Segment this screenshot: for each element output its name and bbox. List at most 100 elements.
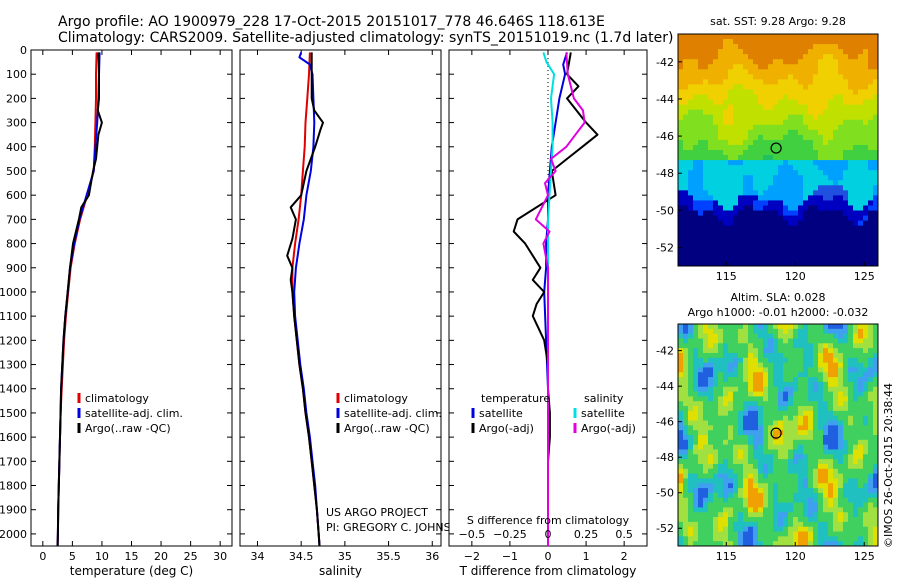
map-cell: [683, 109, 689, 116]
map-cell: [763, 391, 769, 397]
map-cell: [793, 328, 799, 335]
map-cell: [758, 54, 764, 60]
map-cell: [703, 488, 709, 494]
map-cell: [783, 175, 789, 181]
map-cell: [798, 473, 804, 479]
map-cell: [853, 225, 859, 232]
map-cell: [833, 185, 839, 191]
map-cell: [788, 230, 794, 237]
map-cell: [703, 150, 709, 156]
map-cell: [718, 396, 724, 402]
map-cell: [718, 230, 724, 237]
map-cell: [838, 139, 844, 146]
map-cell: [868, 94, 874, 100]
map-cell: [713, 150, 719, 156]
map-cell: [803, 328, 809, 335]
map-cell: [713, 449, 719, 455]
map-cell: [743, 89, 749, 95]
map-cell: [718, 454, 724, 460]
map-cell: [778, 362, 784, 368]
map-cell: [743, 348, 749, 354]
map-cell: [778, 357, 784, 364]
map-cell: [818, 377, 824, 383]
map-cell: [868, 170, 874, 176]
map-cell: [853, 463, 859, 470]
map-cell: [683, 210, 689, 216]
map-cell: [843, 463, 849, 470]
map-cell: [803, 144, 809, 151]
map-cell: [813, 99, 819, 106]
map-cell: [693, 205, 699, 211]
map-cell: [823, 44, 829, 50]
map-cell: [708, 531, 714, 537]
map-cell: [848, 454, 854, 460]
map-cell: [738, 410, 744, 417]
map-cell: [703, 521, 709, 528]
map-cell: [853, 357, 859, 364]
map-cell: [768, 39, 774, 45]
map-cell: [708, 324, 714, 330]
map-cell: [818, 190, 824, 196]
map-cell: [838, 74, 844, 80]
map-cell: [833, 512, 839, 518]
map-cell: [753, 439, 759, 446]
map-cell: [803, 367, 809, 373]
map-cell: [828, 84, 834, 90]
map-cell: [868, 381, 874, 388]
map-cell: [703, 531, 709, 537]
map-cell: [688, 250, 694, 257]
map-cell: [823, 362, 829, 368]
map-cell: [763, 215, 769, 222]
map-cell: [828, 507, 834, 513]
map-cell: [693, 94, 699, 100]
map-cell: [763, 521, 769, 528]
map-cell: [743, 250, 749, 257]
map-cell: [728, 439, 734, 446]
map-cell: [733, 377, 739, 383]
map-cell: [808, 205, 814, 211]
map-cell: [793, 84, 799, 90]
map-cell: [858, 439, 864, 446]
map-cell: [863, 507, 869, 513]
map-cell: [798, 94, 804, 100]
map-cell: [863, 54, 869, 60]
map-cell: [858, 94, 864, 100]
map-cell: [863, 430, 869, 436]
map-cell: [773, 79, 779, 85]
map-cell: [793, 526, 799, 532]
map-cell: [843, 139, 849, 146]
map-cell: [793, 185, 799, 191]
map-cell: [748, 220, 754, 227]
map-cell: [753, 200, 759, 206]
map-cell: [768, 59, 774, 65]
map-cell: [678, 79, 684, 85]
map-cell: [793, 180, 799, 186]
map-cell: [723, 220, 729, 227]
map-cell: [713, 59, 719, 65]
map-cell: [778, 531, 784, 537]
map-cell: [748, 89, 754, 95]
map-cell: [798, 54, 804, 60]
map-cell: [718, 541, 724, 547]
map-cell: [773, 260, 779, 267]
map-cell: [753, 139, 759, 146]
map-cell: [818, 235, 824, 242]
map-cell: [828, 59, 834, 65]
map-cell: [733, 124, 739, 131]
map-cell: [803, 512, 809, 518]
map-cell: [808, 220, 814, 227]
map-cell: [728, 401, 734, 407]
map-cell: [688, 492, 694, 499]
map-cell: [833, 240, 839, 247]
map-cell: [873, 109, 879, 116]
map-cell: [863, 517, 869, 523]
map-cell: [843, 240, 849, 247]
map-cell: [853, 362, 859, 368]
map-cell: [773, 483, 779, 489]
map-cell: [803, 160, 809, 166]
map-cell: [698, 348, 704, 354]
map-cell: [813, 430, 819, 436]
map-cell: [738, 483, 744, 489]
map-cell: [803, 420, 809, 426]
series-line-2: [56, 52, 103, 547]
